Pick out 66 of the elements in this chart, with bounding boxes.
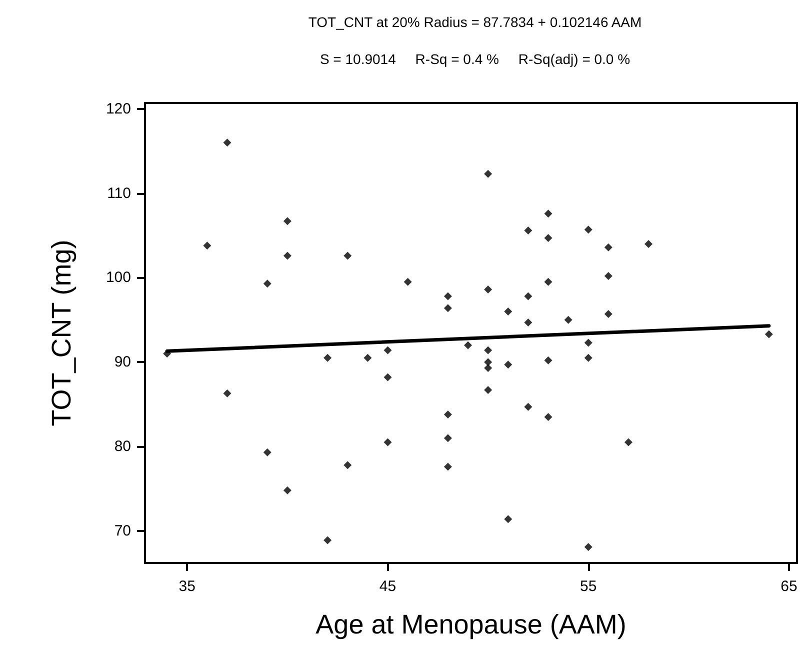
point [283,217,292,226]
y-tick-label: 90 [114,354,131,371]
point [604,243,612,252]
point [444,434,452,442]
point [484,170,492,178]
point [464,341,472,350]
y-tick-label: 110 [107,184,131,202]
x-tick-label: 35 [178,578,196,595]
point [484,386,492,394]
point [544,412,552,421]
point [484,364,492,372]
point [324,536,332,544]
point [344,252,352,260]
point [524,402,532,411]
point [484,346,492,354]
chart-subtitle: S = 10.9014 R-Sq = 0.4 % R-Sq(adj) = 0.0 % [320,51,630,67]
point [263,280,272,288]
point [283,486,292,494]
y-tick-label: 100 [106,269,131,286]
y-tick-label: 120 [106,100,131,118]
point [544,234,552,242]
x-tick-label: 55 [580,578,597,595]
point [544,356,552,364]
point [544,278,552,286]
point [524,226,532,234]
point [644,240,653,248]
point [584,226,592,234]
point [444,292,452,300]
point [484,358,492,366]
point [584,354,592,362]
point [524,292,532,300]
point [324,354,332,362]
chart-title: TOT_CNT at 20% Radius = 87.7834 + 0.102146 AAM [308,14,642,30]
point [504,307,512,316]
point [384,438,392,446]
point [624,438,632,446]
point [544,210,552,218]
point [384,373,392,382]
point [404,278,412,286]
x-axis-title: Age at Menopause (AAM) [316,610,626,640]
point [504,515,512,524]
point [223,389,232,398]
point [263,448,272,456]
point [364,354,372,362]
point [584,338,592,347]
point [524,318,532,326]
point [444,462,452,471]
point [584,542,592,551]
point [604,310,612,318]
x-tick-label: 65 [780,578,798,595]
point [444,304,452,312]
point [484,286,492,294]
point [223,138,232,147]
x-tick-label: 45 [379,578,396,595]
y-tick-label: 70 [114,522,131,540]
point [444,410,452,418]
y-tick-label: 80 [114,438,131,456]
point [564,316,572,324]
point [764,330,773,338]
y-axis-title: TOT_CNT (mg) [46,240,76,426]
point [504,360,512,369]
point [344,461,352,470]
point [604,272,612,280]
point [384,346,392,354]
point [203,242,212,250]
point [283,252,292,260]
